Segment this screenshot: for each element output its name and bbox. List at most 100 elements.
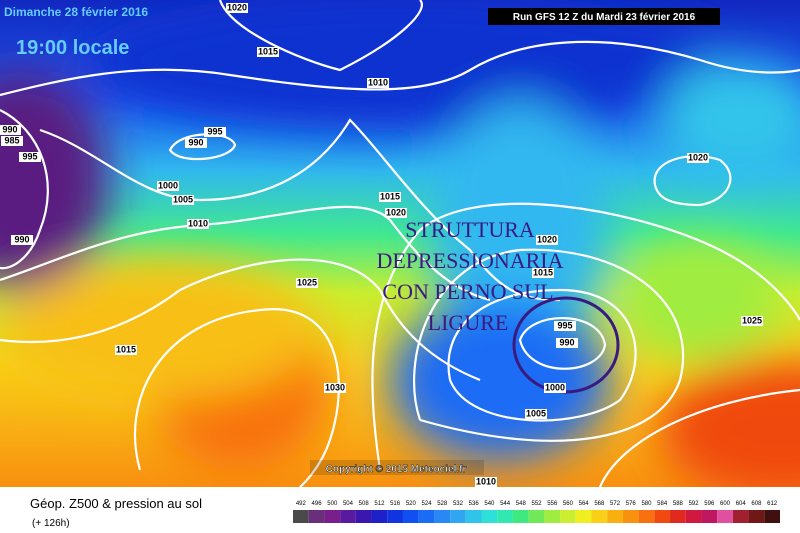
isobar-label-bg	[544, 383, 566, 393]
scale-swatch	[685, 510, 702, 523]
annotation-line: CON PERNO SUL	[382, 279, 553, 304]
date: Dimanche 28 février 2016	[4, 5, 148, 19]
annotation-line: STRUTTURA	[405, 217, 535, 242]
scale-label: 520	[406, 501, 417, 507]
scale-swatch	[701, 510, 718, 523]
scale-label: 600	[720, 501, 731, 507]
isobar-label-bg	[525, 409, 547, 419]
color-scale: 492 496 500 504 508 512 516 520 524 528 532 536 540 5…	[293, 501, 780, 523]
scale-label: 524	[422, 501, 433, 507]
isobar-label: 1010	[476, 476, 496, 486]
scale-label: 556	[547, 501, 558, 507]
annotation-line: DEPRESSIONARIA	[376, 248, 563, 273]
scale-swatch	[670, 510, 686, 523]
isobar-label-bg	[1, 136, 23, 146]
scale-label: 508	[359, 501, 370, 507]
isobar-label-bg	[741, 316, 763, 326]
scale-swatch	[717, 510, 733, 523]
scale-swatch	[748, 510, 765, 523]
scale-label: 500	[327, 501, 338, 507]
isobar-label-bg	[11, 235, 33, 245]
scale-label: 608	[751, 501, 762, 507]
isobar-label: 1005	[173, 194, 193, 204]
scale-label: 532	[453, 501, 464, 507]
isobar-label-bg	[324, 383, 346, 393]
isobar-label-bg	[204, 127, 226, 137]
scale-swatch	[308, 510, 325, 523]
isobar-label-bg	[556, 338, 578, 348]
scale-label: 496	[312, 501, 323, 507]
isobars	[0, 0, 800, 487]
isobar-label: 1005	[526, 408, 546, 418]
scale-swatch	[324, 510, 341, 523]
isobar-label-bg	[385, 208, 407, 218]
isobar-label-bg	[475, 477, 497, 487]
isobar-label: 1015	[258, 46, 278, 56]
isobar-label: 995	[557, 320, 572, 330]
scale-label: 592	[689, 501, 700, 507]
run-box	[488, 8, 720, 25]
isobar-label: 1020	[688, 152, 708, 162]
scale-swatch	[638, 510, 655, 523]
isobar-label-bg	[379, 192, 401, 202]
isobar-label: 1015	[533, 267, 553, 277]
annotation: STRUTTURA DEPRESSIONARIA CON PERNO SUL L…	[376, 217, 563, 335]
isobar-label-bg	[554, 321, 576, 331]
scale-swatch	[371, 510, 388, 523]
local-time: 19:00 locale	[16, 37, 129, 59]
isobar-label: 1010	[368, 77, 388, 87]
footer-title: Géop. Z500 & pression au sol	[30, 496, 202, 511]
scale-swatch	[293, 510, 309, 523]
isobar-label-bg	[187, 219, 209, 229]
scale-swatch	[497, 510, 513, 523]
scale-swatch	[607, 510, 623, 523]
isobar-label-bg	[687, 153, 709, 163]
scale-label: 504	[343, 501, 354, 507]
isobar-label-bg	[157, 181, 179, 191]
isobar-label: 995	[207, 126, 222, 136]
scale-label: 548	[516, 501, 527, 507]
scale-swatch	[512, 510, 529, 523]
isobar-label: 995	[22, 151, 37, 161]
isobar-label-bg	[296, 278, 318, 288]
isobar-label: 1020	[227, 2, 247, 12]
scale-label: 544	[500, 501, 511, 507]
scale-swatch	[465, 510, 482, 523]
isobar-label: 1015	[116, 344, 136, 354]
scale-swatch	[355, 510, 372, 523]
isobar-label: 990	[14, 234, 29, 244]
isobar-label: 985	[4, 135, 19, 145]
scale-swatch	[387, 510, 403, 523]
scale-label: 560	[563, 501, 574, 507]
scale-label: 512	[374, 501, 385, 507]
scale-swatch	[575, 510, 592, 523]
scale-swatch	[340, 510, 356, 523]
scale-label: 596	[704, 501, 715, 507]
scale-label: 536	[469, 501, 480, 507]
scale-label: 528	[437, 501, 448, 507]
scale-swatch	[654, 510, 671, 523]
scale-swatch	[622, 510, 639, 523]
isobar-label: 1015	[380, 191, 400, 201]
scale-label: 576	[626, 501, 637, 507]
scale-label: 588	[673, 501, 684, 507]
scale-label: 564	[579, 501, 590, 507]
copyright: Copyright © 2015 Meteociel.fr	[326, 464, 467, 475]
annotation-line: LIGURE	[428, 310, 509, 335]
footer-lead: (+ 126h)	[32, 518, 70, 529]
isobar-label: 1020	[537, 234, 557, 244]
isobar-label: 1020	[386, 207, 406, 217]
scale-label: 552	[531, 501, 542, 507]
scale-swatch	[528, 510, 545, 523]
run-info: Run GFS 12 Z du Mardi 23 février 2016	[513, 12, 696, 23]
scale-label: 580	[641, 501, 652, 507]
isobar-label: 990	[188, 137, 203, 147]
isobar-label-bg	[115, 345, 137, 355]
scale-swatch	[544, 510, 561, 523]
isobar-label: 1000	[158, 180, 178, 190]
isobar-label: 990	[559, 337, 574, 347]
isobar-label: 990	[2, 124, 17, 134]
scale-swatch	[764, 510, 780, 523]
isobar-label: 1025	[742, 315, 762, 325]
isobar-label-bg	[532, 268, 554, 278]
